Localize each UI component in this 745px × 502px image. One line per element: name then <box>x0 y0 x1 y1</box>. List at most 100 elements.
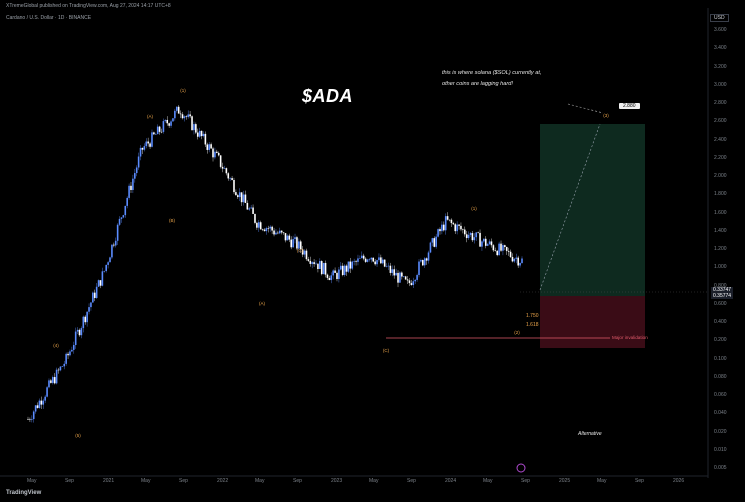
candle-body <box>334 270 336 273</box>
candle-body <box>160 131 163 133</box>
price-tick-label: 3.200 <box>714 63 727 70</box>
candle-body <box>116 224 119 241</box>
candle-body <box>345 265 348 272</box>
wave-label: (C) <box>297 248 304 253</box>
candle-body <box>442 224 445 231</box>
candle-body <box>433 238 436 247</box>
wave-labels: (4) (5) (A) (B) (1) (A) (C) (C) (1) (2) (3) <box>53 88 609 438</box>
candle-body <box>322 262 325 275</box>
candle-body <box>71 349 73 352</box>
candle-body <box>114 240 117 246</box>
price-tick-label: 0.100 <box>714 355 727 362</box>
candle-body <box>181 114 184 119</box>
candle-body <box>69 351 71 356</box>
candle-body <box>303 250 306 255</box>
candle-body <box>107 262 109 265</box>
candle-body <box>72 344 75 350</box>
candle-body <box>448 219 451 221</box>
candle-body <box>399 272 401 283</box>
candle-body <box>128 185 130 198</box>
candle-body <box>32 411 35 420</box>
candle-body <box>360 255 363 259</box>
time-tick-label: 2023 <box>331 478 343 484</box>
candle-body <box>521 258 523 264</box>
candle-body <box>311 262 313 264</box>
candle-body <box>179 113 182 115</box>
candle-body <box>359 258 361 259</box>
candle-body <box>381 259 384 264</box>
wave-label: (1) <box>471 206 477 211</box>
candle-body <box>154 134 157 135</box>
candle-body <box>343 265 346 275</box>
candle-body <box>212 148 214 158</box>
candle-body <box>103 270 106 272</box>
candle-body <box>446 216 449 220</box>
price-tick-label: 2.800 <box>714 100 727 106</box>
candle-body <box>368 259 371 261</box>
candle-body <box>118 218 121 225</box>
candle-body <box>378 257 380 261</box>
candle-body <box>496 250 499 256</box>
price-tick-label: 2.600 <box>714 118 727 125</box>
candle-body <box>298 241 300 249</box>
price-tick-label: 3.400 <box>714 45 727 52</box>
candle-body <box>486 244 489 246</box>
time-tick-label: Sep <box>407 478 416 484</box>
candle-body <box>166 119 169 124</box>
time-tick-label: 2024 <box>445 478 457 484</box>
candle-body <box>454 224 457 232</box>
candle-body <box>450 219 453 224</box>
candle-body <box>206 144 209 150</box>
candle-body <box>319 261 321 270</box>
candle-body <box>383 259 386 267</box>
candle-body <box>63 363 66 367</box>
candle-body <box>92 292 94 303</box>
candle-body <box>59 366 62 371</box>
time-tick-label: Sep <box>179 478 188 484</box>
candle-body <box>120 217 123 219</box>
candle-body <box>475 232 478 238</box>
candle-body <box>90 302 92 308</box>
candle-body <box>151 132 153 147</box>
candle-body <box>55 369 58 384</box>
currency-button[interactable]: USD <box>710 14 729 22</box>
candle-body <box>74 331 77 345</box>
candle-body <box>235 192 237 196</box>
candle-body <box>469 233 472 235</box>
candle-body <box>124 205 127 216</box>
candle-body <box>414 279 416 282</box>
price-tick-label: 0.060 <box>714 392 727 398</box>
symbol-line: Cardano / U.S. Dollar · 1D · BINANCE <box>6 15 92 21</box>
candle-body <box>61 366 64 367</box>
candle-body <box>439 229 441 232</box>
wave-label: (C) <box>383 348 390 353</box>
price-tick-label: 0.010 <box>714 446 727 453</box>
candle-body <box>147 141 149 144</box>
stop-zone <box>540 296 645 348</box>
candle-body <box>198 130 201 137</box>
price-tick-label: 0.200 <box>714 337 727 344</box>
candle-body <box>362 255 365 259</box>
candle-body <box>80 328 83 336</box>
candle-body <box>237 195 239 198</box>
candle-body <box>458 224 460 226</box>
candle-body <box>275 232 277 235</box>
price-tick-label: 3.600 <box>714 27 727 33</box>
candle-body <box>332 270 334 276</box>
candle-body <box>420 260 422 262</box>
candle-body <box>492 245 495 251</box>
candle-body <box>238 192 241 198</box>
candle-body <box>46 387 48 397</box>
candle-body <box>191 116 193 131</box>
candle-body <box>204 133 207 145</box>
candle-body <box>34 405 37 412</box>
wave-label: (5) <box>75 433 81 438</box>
candle-body <box>404 276 407 280</box>
candle-body <box>477 232 479 233</box>
candle-body <box>242 194 245 203</box>
candle-body <box>97 280 100 287</box>
candle-body <box>328 277 331 281</box>
candle-body <box>385 266 388 267</box>
current-price-tag-2: 0.35774 <box>711 293 734 299</box>
